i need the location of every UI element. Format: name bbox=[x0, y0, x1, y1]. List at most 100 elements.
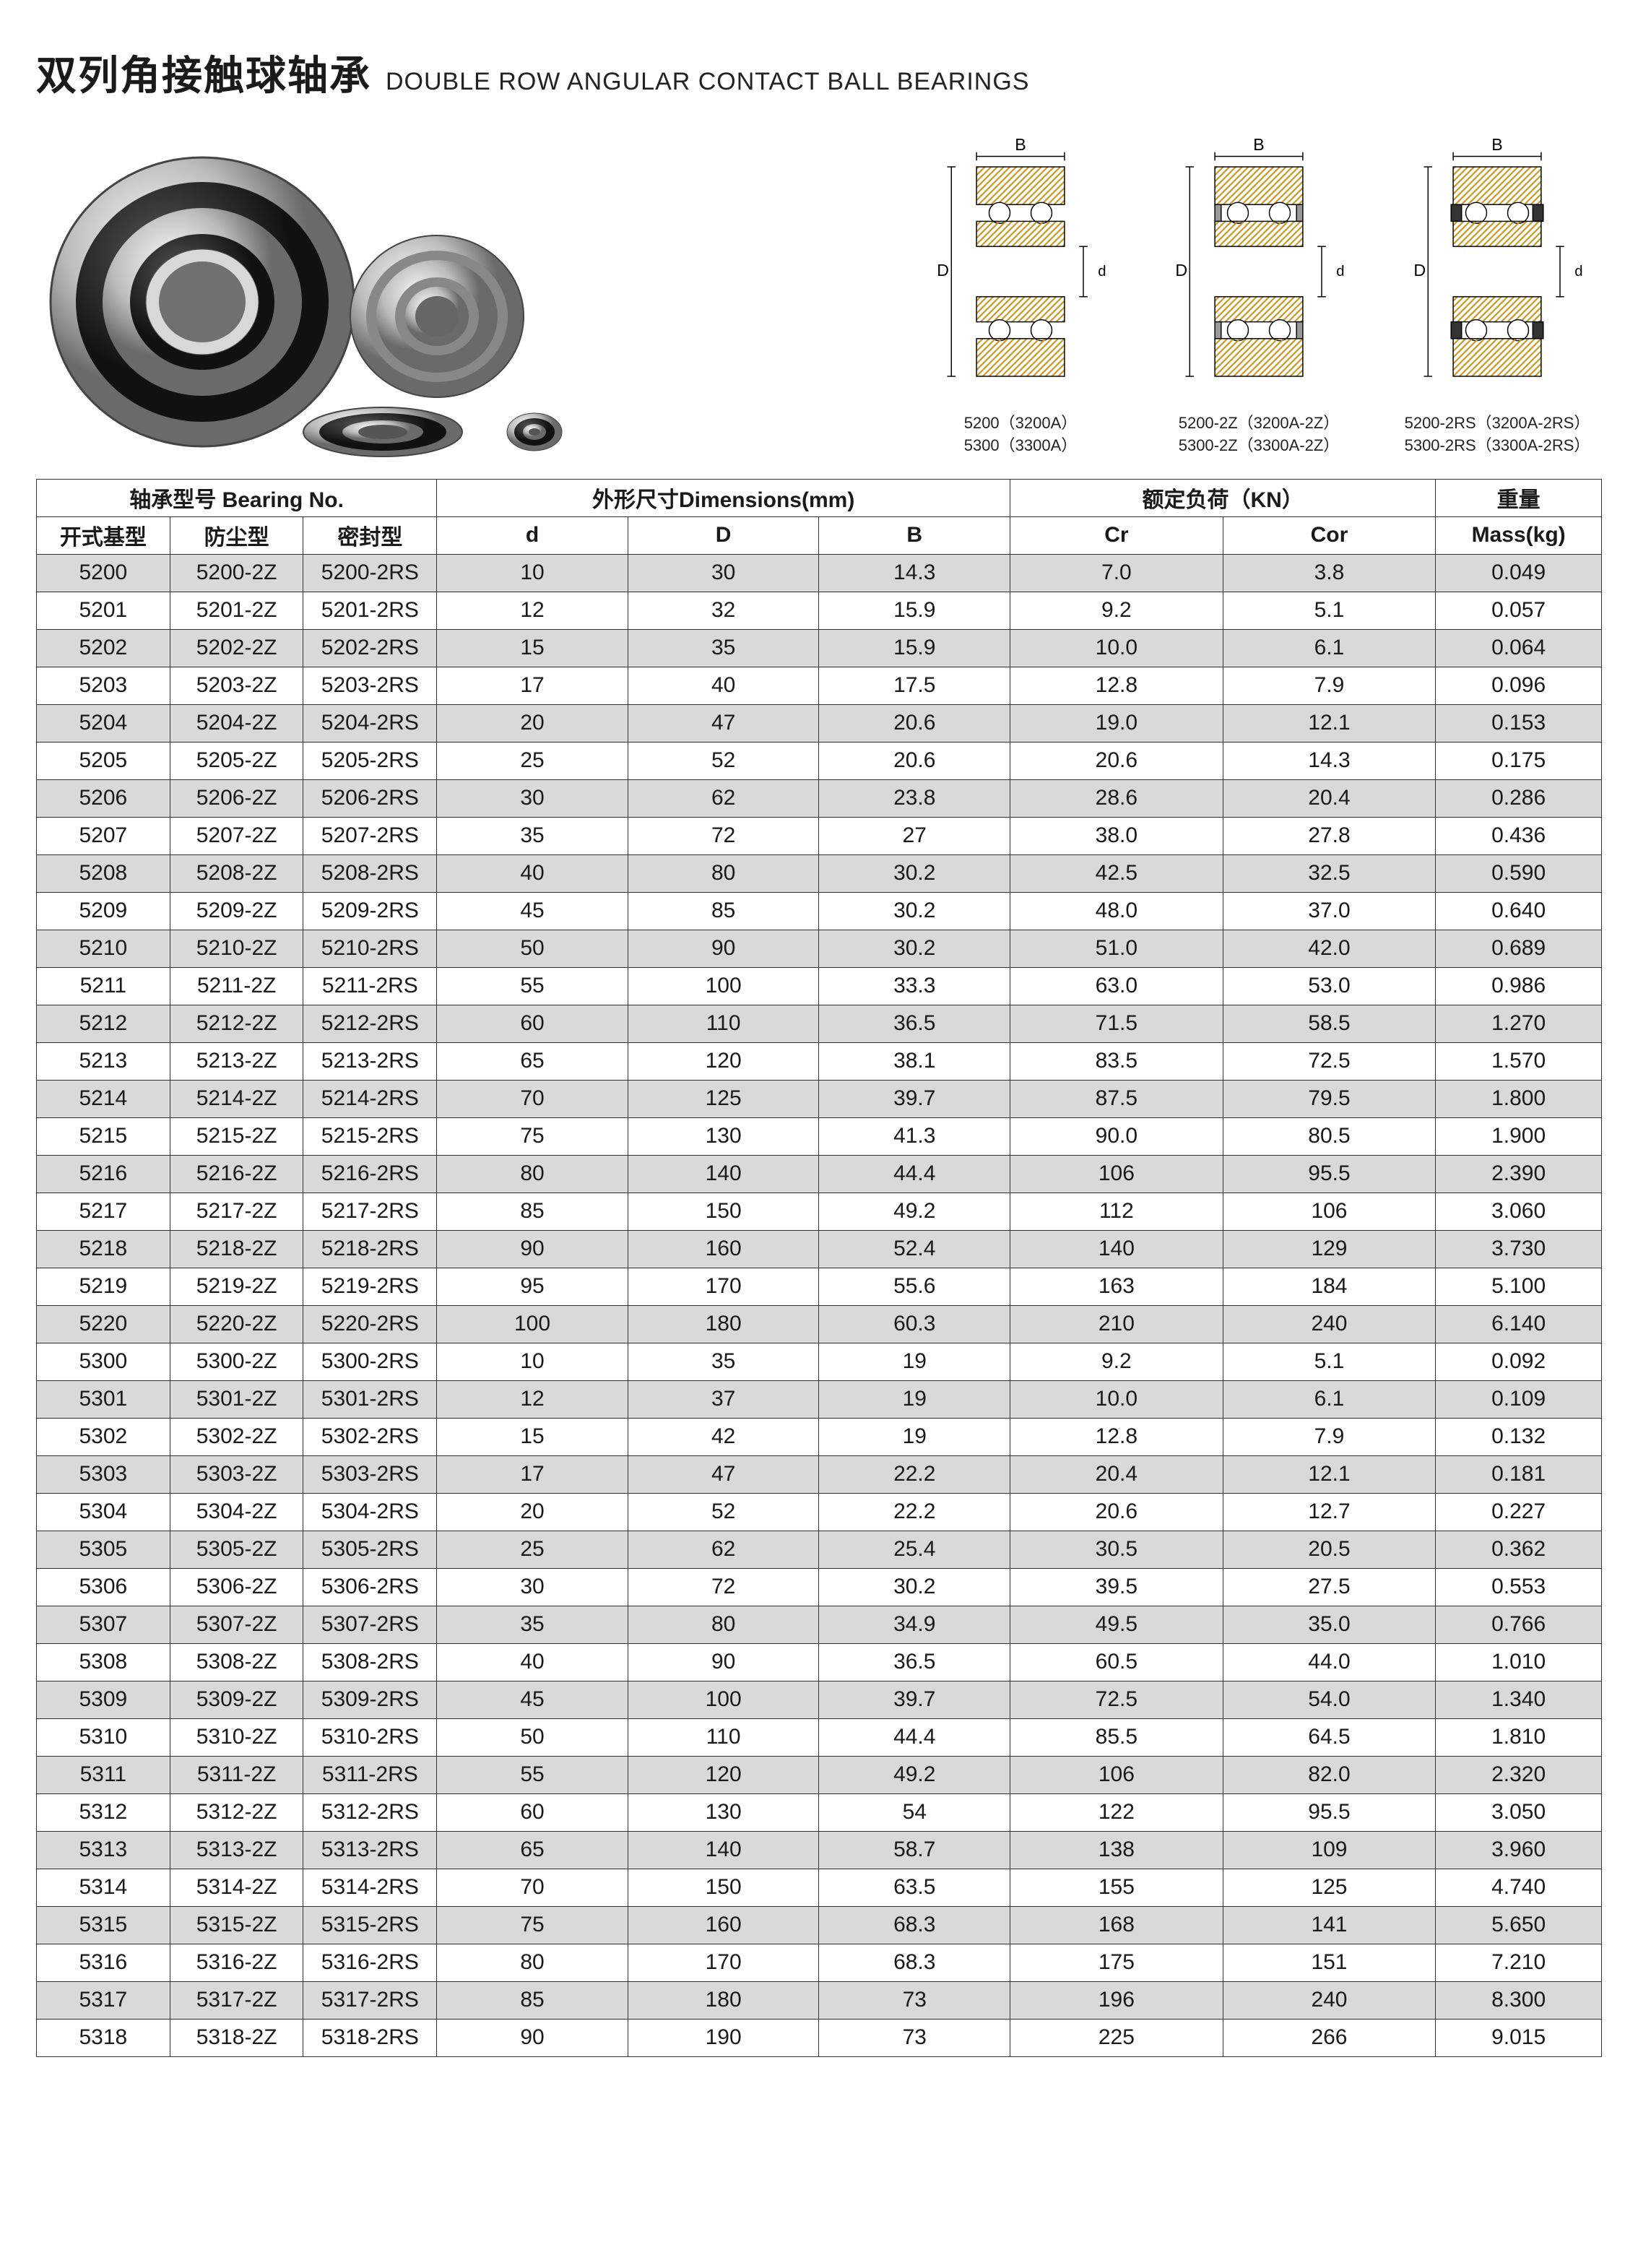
cell-open: 5314 bbox=[37, 1869, 170, 1906]
table-row: 53165316-2Z5316-2RS8017068.31751517.210 bbox=[37, 1944, 1602, 1981]
cell-shield: 5301-2Z bbox=[170, 1380, 303, 1418]
page-title-cn: 双列角接触球轴承 bbox=[36, 43, 371, 102]
table-row: 53025302-2Z5302-2RS15421912.87.90.132 bbox=[37, 1418, 1602, 1455]
table-row: 52025202-2Z5202-2RS153515.910.06.10.064 bbox=[37, 629, 1602, 667]
cell-D: 62 bbox=[628, 779, 819, 817]
cell-open: 5318 bbox=[37, 2019, 170, 2056]
cell-D: 35 bbox=[628, 629, 819, 667]
cell-d: 40 bbox=[437, 854, 628, 892]
table-row: 52135213-2Z5213-2RS6512038.183.572.51.57… bbox=[37, 1042, 1602, 1080]
cell-mass: 3.050 bbox=[1436, 1793, 1602, 1831]
cell-d: 50 bbox=[437, 930, 628, 967]
cell-D: 72 bbox=[628, 1568, 819, 1606]
table-row: 53055305-2Z5305-2RS256225.430.520.50.362 bbox=[37, 1531, 1602, 1568]
cell-Cr: 60.5 bbox=[1010, 1643, 1223, 1681]
cell-d: 30 bbox=[437, 779, 628, 817]
cell-Cr: 138 bbox=[1010, 1831, 1223, 1869]
cell-D: 160 bbox=[628, 1230, 819, 1268]
cell-B: 19 bbox=[819, 1418, 1010, 1455]
cell-Cr: 85.5 bbox=[1010, 1718, 1223, 1756]
table-row: 52075207-2Z5207-2RS35722738.027.80.436 bbox=[37, 817, 1602, 854]
cell-seal: 5213-2RS bbox=[303, 1042, 437, 1080]
table-row: 53135313-2Z5313-2RS6514058.71381093.960 bbox=[37, 1831, 1602, 1869]
cell-Cor: 44.0 bbox=[1223, 1643, 1436, 1681]
cell-open: 5215 bbox=[37, 1117, 170, 1155]
cell-B: 20.6 bbox=[819, 742, 1010, 779]
cell-seal: 5206-2RS bbox=[303, 779, 437, 817]
cell-B: 68.3 bbox=[819, 1906, 1010, 1944]
cell-open: 5300 bbox=[37, 1343, 170, 1380]
cell-D: 72 bbox=[628, 817, 819, 854]
cell-shield: 5206-2Z bbox=[170, 779, 303, 817]
cell-Cr: 71.5 bbox=[1010, 1005, 1223, 1042]
hdr-B: B bbox=[819, 516, 1010, 554]
cell-d: 30 bbox=[437, 1568, 628, 1606]
table-row: 53185318-2Z5318-2RS90190732252669.015 bbox=[37, 2019, 1602, 2056]
cell-mass: 0.286 bbox=[1436, 779, 1602, 817]
cell-D: 32 bbox=[628, 592, 819, 629]
cell-seal: 5317-2RS bbox=[303, 1981, 437, 2019]
cell-Cr: 28.6 bbox=[1010, 779, 1223, 817]
cell-D: 85 bbox=[628, 892, 819, 930]
cell-d: 85 bbox=[437, 1981, 628, 2019]
cell-mass: 0.227 bbox=[1436, 1493, 1602, 1531]
table-row: 52145214-2Z5214-2RS7012539.787.579.51.80… bbox=[37, 1080, 1602, 1117]
cell-open: 5218 bbox=[37, 1230, 170, 1268]
cell-seal: 5215-2RS bbox=[303, 1117, 437, 1155]
product-photo bbox=[36, 147, 628, 457]
cell-Cr: 48.0 bbox=[1010, 892, 1223, 930]
page-title-row: 双列角接触球轴承 DOUBLE ROW ANGULAR CONTACT BALL… bbox=[36, 43, 1602, 102]
diagram-shield: B D d 5200-2Z（3200A-2Z） 5300-2Z（3300A-2Z… bbox=[1154, 131, 1364, 457]
table-row: 52035203-2Z5203-2RS174017.512.87.90.096 bbox=[37, 667, 1602, 704]
cell-seal: 5207-2RS bbox=[303, 817, 437, 854]
cell-shield: 5209-2Z bbox=[170, 892, 303, 930]
cell-B: 49.2 bbox=[819, 1756, 1010, 1793]
cell-B: 55.6 bbox=[819, 1268, 1010, 1305]
hdr-d: d bbox=[437, 516, 628, 554]
cell-D: 170 bbox=[628, 1268, 819, 1305]
table-row: 53155315-2Z5315-2RS7516068.31681415.650 bbox=[37, 1906, 1602, 1944]
cell-seal: 5205-2RS bbox=[303, 742, 437, 779]
table-row: 53125312-2Z5312-2RS601305412295.53.050 bbox=[37, 1793, 1602, 1831]
cell-open: 5305 bbox=[37, 1531, 170, 1568]
cell-shield: 5201-2Z bbox=[170, 592, 303, 629]
cell-mass: 3.730 bbox=[1436, 1230, 1602, 1268]
cell-open: 5306 bbox=[37, 1568, 170, 1606]
cell-mass: 5.650 bbox=[1436, 1906, 1602, 1944]
cell-open: 5212 bbox=[37, 1005, 170, 1042]
cell-Cor: 72.5 bbox=[1223, 1042, 1436, 1080]
table-row: 53015301-2Z5301-2RS12371910.06.10.109 bbox=[37, 1380, 1602, 1418]
cell-seal: 5203-2RS bbox=[303, 667, 437, 704]
cell-B: 15.9 bbox=[819, 629, 1010, 667]
cell-open: 5304 bbox=[37, 1493, 170, 1531]
cell-seal: 5212-2RS bbox=[303, 1005, 437, 1042]
cell-Cor: 129 bbox=[1223, 1230, 1436, 1268]
cell-B: 36.5 bbox=[819, 1643, 1010, 1681]
cell-d: 35 bbox=[437, 1606, 628, 1643]
cell-mass: 1.800 bbox=[1436, 1080, 1602, 1117]
cell-B: 34.9 bbox=[819, 1606, 1010, 1643]
cell-B: 27 bbox=[819, 817, 1010, 854]
hdr-Cor: Cor bbox=[1223, 516, 1436, 554]
cell-Cor: 6.1 bbox=[1223, 1380, 1436, 1418]
cell-shield: 5310-2Z bbox=[170, 1718, 303, 1756]
cell-Cor: 6.1 bbox=[1223, 629, 1436, 667]
cell-seal: 5310-2RS bbox=[303, 1718, 437, 1756]
cell-mass: 0.132 bbox=[1436, 1418, 1602, 1455]
cell-open: 5301 bbox=[37, 1380, 170, 1418]
cell-d: 90 bbox=[437, 1230, 628, 1268]
cell-D: 47 bbox=[628, 704, 819, 742]
cell-D: 130 bbox=[628, 1117, 819, 1155]
cell-Cr: 20.4 bbox=[1010, 1455, 1223, 1493]
cell-open: 5313 bbox=[37, 1831, 170, 1869]
cell-B: 73 bbox=[819, 1981, 1010, 2019]
figure-row: B D d 5200（3200A） 5300（3300 bbox=[36, 131, 1602, 457]
cell-open: 5312 bbox=[37, 1793, 170, 1831]
cell-mass: 9.015 bbox=[1436, 2019, 1602, 2056]
cell-shield: 5210-2Z bbox=[170, 930, 303, 967]
cell-Cr: 155 bbox=[1010, 1869, 1223, 1906]
cell-shield: 5211-2Z bbox=[170, 967, 303, 1005]
cell-D: 180 bbox=[628, 1305, 819, 1343]
cell-Cr: 20.6 bbox=[1010, 742, 1223, 779]
cell-Cr: 63.0 bbox=[1010, 967, 1223, 1005]
